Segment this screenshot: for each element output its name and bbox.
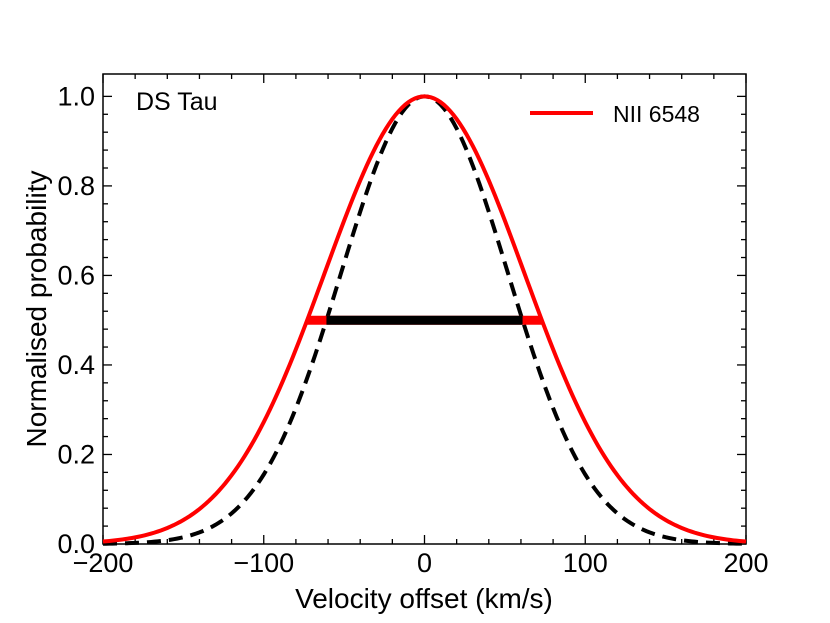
- y-tick-label: 0.0: [57, 529, 95, 559]
- axis-tick-labels: −200 −100 0 100 200 0.0 0.2 0.4 0.6 0.8 1.0: [57, 81, 768, 578]
- legend-label-nii-6548: NII 6548: [613, 101, 700, 127]
- x-tick-label: 0: [417, 548, 432, 578]
- series-line-nii-6548: [102, 94, 747, 544]
- x-tick-label: −200: [73, 548, 134, 578]
- y-tick-label: 0.8: [57, 171, 95, 201]
- x-axis-title: Velocity offset (km/s): [295, 583, 553, 614]
- y-tick-label: 1.0: [57, 81, 95, 111]
- x-tick-label: 200: [723, 548, 768, 578]
- annotation-label: DS Tau: [136, 88, 218, 116]
- x-tick-label: −100: [233, 548, 294, 578]
- legend: NII 6548: [530, 101, 700, 127]
- series-curves: [102, 94, 747, 546]
- y-tick-label: 0.4: [57, 350, 95, 380]
- plot-frame: [102, 73, 747, 545]
- y-tick-label: 0.6: [57, 260, 95, 290]
- axis-ticks: [102, 74, 747, 545]
- y-axis-title: Normalised probability: [21, 170, 52, 447]
- y-tick-label: 0.2: [57, 439, 95, 469]
- x-tick-label: 100: [563, 548, 608, 578]
